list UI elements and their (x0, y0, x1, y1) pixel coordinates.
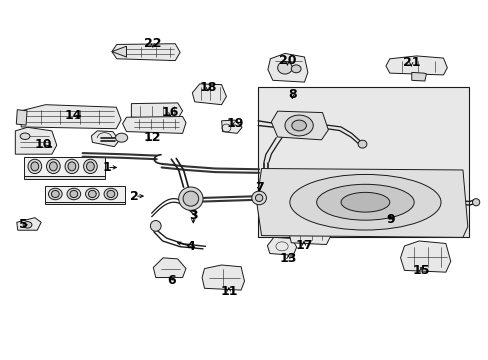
Text: 10: 10 (35, 138, 52, 150)
Polygon shape (112, 44, 180, 60)
Text: 7: 7 (254, 181, 263, 194)
Text: 15: 15 (411, 264, 429, 277)
Ellipse shape (46, 159, 60, 174)
Ellipse shape (107, 190, 115, 198)
Polygon shape (112, 46, 126, 57)
Polygon shape (153, 258, 185, 278)
Polygon shape (271, 111, 328, 140)
Ellipse shape (85, 188, 99, 200)
Ellipse shape (49, 162, 57, 171)
Text: 21: 21 (402, 56, 419, 69)
Text: 20: 20 (278, 54, 296, 67)
Text: 6: 6 (167, 274, 175, 287)
Ellipse shape (88, 190, 96, 198)
Ellipse shape (51, 190, 59, 198)
Ellipse shape (340, 192, 389, 212)
Polygon shape (91, 131, 119, 147)
Ellipse shape (471, 199, 479, 206)
Polygon shape (267, 53, 307, 82)
Ellipse shape (285, 115, 313, 136)
Ellipse shape (65, 159, 79, 174)
Polygon shape (221, 120, 242, 134)
Ellipse shape (183, 191, 198, 206)
Ellipse shape (255, 194, 262, 202)
Ellipse shape (48, 188, 62, 200)
Polygon shape (44, 202, 125, 204)
Polygon shape (400, 241, 450, 272)
Ellipse shape (86, 162, 94, 171)
Polygon shape (192, 84, 226, 105)
Ellipse shape (291, 120, 306, 131)
Ellipse shape (68, 162, 76, 171)
Polygon shape (21, 105, 121, 129)
Polygon shape (24, 176, 104, 179)
Polygon shape (202, 265, 244, 290)
Text: 14: 14 (64, 109, 81, 122)
Polygon shape (267, 237, 296, 255)
Ellipse shape (150, 221, 161, 231)
Polygon shape (16, 110, 27, 125)
Text: 16: 16 (162, 106, 179, 119)
Text: 3: 3 (188, 210, 197, 222)
Polygon shape (15, 127, 57, 154)
Ellipse shape (115, 133, 127, 142)
Polygon shape (17, 218, 41, 230)
Ellipse shape (289, 175, 440, 230)
Text: 19: 19 (226, 117, 244, 130)
Ellipse shape (251, 191, 266, 205)
Ellipse shape (20, 133, 30, 139)
Ellipse shape (31, 162, 39, 171)
Ellipse shape (291, 65, 301, 73)
Text: 18: 18 (199, 81, 216, 94)
Polygon shape (258, 87, 468, 237)
Polygon shape (256, 168, 467, 237)
Ellipse shape (67, 188, 81, 200)
Text: 17: 17 (295, 239, 312, 252)
Text: 4: 4 (186, 240, 195, 253)
Polygon shape (24, 157, 104, 176)
Ellipse shape (277, 62, 292, 74)
Ellipse shape (316, 184, 413, 220)
Text: 11: 11 (220, 285, 237, 298)
Ellipse shape (28, 159, 41, 174)
Text: 22: 22 (144, 36, 161, 50)
Text: 13: 13 (279, 252, 297, 265)
Polygon shape (122, 117, 185, 134)
Polygon shape (385, 56, 447, 75)
Ellipse shape (23, 222, 32, 228)
Ellipse shape (104, 188, 118, 200)
Text: 1: 1 (102, 161, 111, 174)
Text: 9: 9 (386, 213, 394, 226)
Text: 12: 12 (143, 131, 160, 144)
Polygon shape (44, 186, 125, 202)
Ellipse shape (178, 187, 203, 210)
Text: 8: 8 (287, 88, 296, 101)
Ellipse shape (83, 159, 97, 174)
Polygon shape (131, 103, 182, 119)
Ellipse shape (70, 190, 78, 198)
Polygon shape (288, 219, 330, 244)
Polygon shape (411, 72, 426, 81)
Ellipse shape (357, 140, 366, 148)
Text: 2: 2 (130, 190, 139, 203)
Text: 5: 5 (19, 218, 27, 231)
